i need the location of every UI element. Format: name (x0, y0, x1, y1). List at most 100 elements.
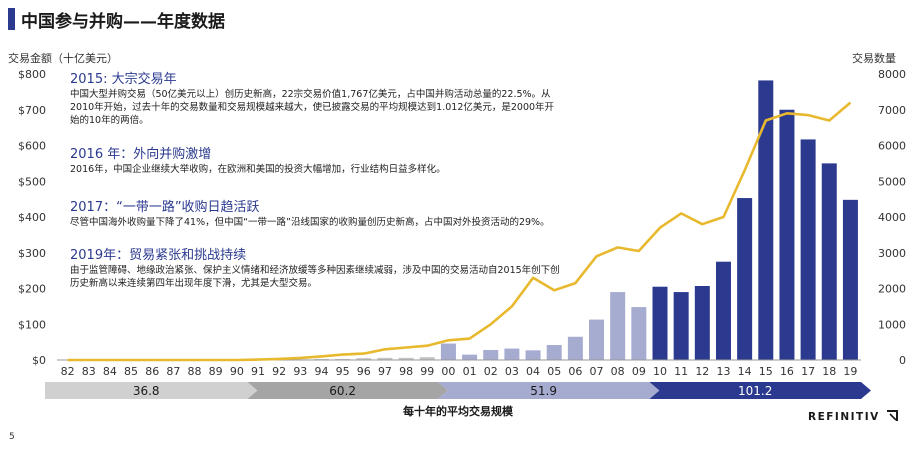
decade-avg-label: 101.2 (738, 384, 772, 398)
bar (631, 307, 647, 360)
annotation-2016: 2016 年：外向并购激增 2016年，中国企业继续大举收购，在欧洲和美国的投资… (70, 147, 560, 176)
x-tick-label: 84 (103, 365, 117, 378)
bar (483, 349, 499, 360)
x-tick-label: 16 (780, 365, 794, 378)
decade-avg-label: 51.9 (530, 384, 557, 398)
x-tick-label: 89 (209, 365, 223, 378)
x-tick-label: 91 (251, 365, 265, 378)
y2-tick-label: 6000 (878, 140, 906, 153)
x-tick-label: 10 (653, 365, 667, 378)
x-tick-label: 04 (526, 365, 540, 378)
y2-tick-label: 7000 (878, 104, 906, 117)
x-tick-label: 86 (145, 365, 159, 378)
y2-tick-label: 4000 (878, 211, 906, 224)
bar (779, 109, 795, 360)
x-tick-label: 99 (420, 365, 434, 378)
x-tick-label: 85 (124, 365, 138, 378)
y2-tick-label: 0 (899, 354, 906, 367)
annotation-text: 2016年，中国企业继续大举收购，在欧洲和美国的投资大幅增加，行业结构日益多样化… (70, 164, 446, 175)
x-tick-label: 02 (484, 365, 498, 378)
annotation-text: 由于监管障碍、地缘政治紧张、保护主义情绪和经济放缓等多种因素继续减弱，涉及中国的… (70, 265, 560, 289)
y-tick-label: $800 (18, 68, 46, 81)
x-tick-label: 19 (843, 365, 857, 378)
decade-band (437, 382, 660, 399)
x-tick-label: 15 (759, 365, 773, 378)
annotation-2019: 2019年：贸易紧张和挑战持续 由于监管障碍、地缘政治紧张、保护主义情绪和经济放… (70, 248, 560, 290)
y-tick-label: $500 (18, 175, 46, 188)
x-tick-label: 96 (357, 365, 371, 378)
x-tick-label: 97 (378, 365, 392, 378)
x-tick-label: 88 (188, 365, 202, 378)
bar (440, 343, 456, 360)
bar (419, 357, 435, 360)
x-tick-label: 93 (293, 365, 307, 378)
bar (673, 292, 689, 360)
title-accent-bar (8, 8, 15, 30)
x-tick-label: 94 (314, 365, 328, 378)
annotation-heading: 2017：“一带一路”收购日趋活跃 (70, 200, 260, 215)
annotation-text: 中国大型并购交易（50亿美元以上）创历史新高，22宗交易价值1,767亿美元，占… (70, 89, 555, 126)
bar (335, 358, 351, 360)
bar (398, 357, 414, 360)
right-axis-title: 交易数量 (852, 52, 896, 65)
bar (652, 286, 668, 360)
x-tick-label: 08 (611, 365, 625, 378)
bar (356, 358, 372, 360)
x-tick-label: 03 (505, 365, 519, 378)
bar (610, 292, 626, 360)
bar (758, 80, 774, 360)
x-tick-label: 12 (695, 365, 709, 378)
annotation-2015: 2015: 大宗交易年 中国大型并购交易（50亿美元以上）创历史新高，22宗交易… (70, 72, 560, 127)
y2-tick-label: 8000 (878, 68, 906, 81)
x-tick-label: 11 (674, 365, 688, 378)
page-title: 中国参与并购——年度数据 (21, 12, 225, 32)
decade-caption: 每十年的平均交易规模 (403, 404, 514, 418)
deal-count-line (67, 101, 852, 362)
y-tick-label: $700 (18, 104, 46, 117)
y-tick-label: $600 (18, 140, 46, 153)
refinitiv-logo: REFINITIV (808, 411, 880, 423)
x-tick-label: 82 (61, 365, 75, 378)
bar (377, 357, 393, 360)
bar (462, 354, 478, 360)
x-tick-label: 87 (166, 365, 180, 378)
logo-mark-icon (887, 410, 898, 421)
y2-tick-label: 1000 (878, 318, 906, 331)
bar (567, 336, 583, 360)
bar (842, 199, 858, 360)
y-tick-label: $100 (18, 318, 46, 331)
x-tick-label: 05 (547, 365, 561, 378)
y2-tick-label: 5000 (878, 175, 906, 188)
y2-tick-label: 3000 (878, 247, 906, 260)
bar (694, 285, 710, 360)
x-tick-label: 83 (82, 365, 96, 378)
annotation-2017: 2017：“一带一路”收购日趋活跃 尽管中国海外收购量下降了41%，但中国“一带… (70, 200, 560, 229)
bar (821, 163, 837, 360)
y2-tick-label: 2000 (878, 283, 906, 296)
x-tick-label: 14 (738, 365, 752, 378)
page-number: 5 (9, 432, 15, 442)
left-axis-title: 交易金额（十亿美元） (8, 52, 118, 65)
bar (737, 198, 753, 360)
decade-band (247, 382, 448, 399)
annotation-text: 尽管中国海外收购量下降了41%，但中国“一带一路”沿线国家的收购量创历史新高，占… (70, 217, 550, 228)
x-tick-label: 07 (590, 365, 604, 378)
x-tick-label: 00 (441, 365, 455, 378)
x-tick-label: 17 (801, 365, 815, 378)
decade-avg-label: 60.2 (329, 384, 356, 398)
x-tick-label: 18 (822, 365, 836, 378)
annotation-heading: 2015: 大宗交易年 (70, 72, 177, 87)
decade-avg-label: 36.8 (133, 384, 160, 398)
y-tick-label: $400 (18, 211, 46, 224)
annotation-heading: 2016 年：外向并购激增 (70, 147, 212, 162)
y-tick-label: $300 (18, 247, 46, 260)
decade-band (45, 382, 258, 399)
annotation-heading: 2019年：贸易紧张和挑战持续 (70, 248, 247, 263)
x-tick-label: 01 (463, 365, 477, 378)
y-tick-label: $0 (32, 354, 46, 367)
x-tick-label: 95 (336, 365, 350, 378)
x-tick-label: 90 (230, 365, 244, 378)
bar (715, 261, 731, 360)
x-tick-label: 98 (399, 365, 413, 378)
